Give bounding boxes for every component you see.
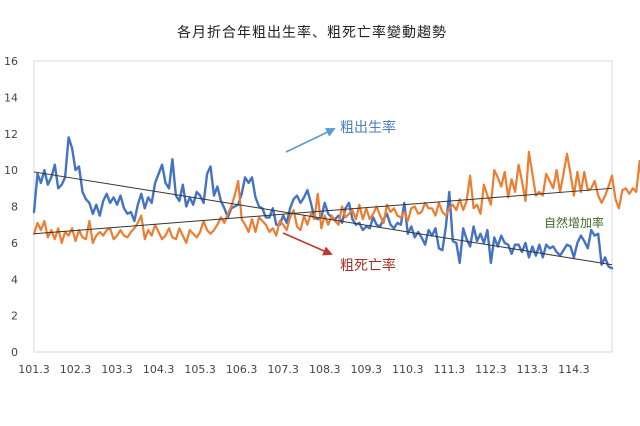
y-tick-label: 4 [11, 273, 18, 286]
x-tick-label: 101.3 [18, 363, 50, 376]
y-tick-label: 14 [4, 91, 18, 104]
x-tick-label: 106.3 [226, 363, 258, 376]
x-tick-label: 112.3 [475, 363, 507, 376]
x-tick-label: 113.3 [517, 363, 549, 376]
x-tick-label: 111.3 [434, 363, 466, 376]
y-tick-label: 6 [11, 237, 18, 250]
x-tick-label: 104.3 [143, 363, 175, 376]
trendline-layer [33, 171, 613, 266]
birth-rate-arrow [285, 127, 336, 153]
y-axis: 0 2 4 6 8 10 12 14 16 [4, 55, 18, 359]
natural-increase-annotation: 自然增加率 [544, 215, 604, 230]
x-tick-label: 108.3 [309, 363, 341, 376]
trendline-birth-rate [33, 171, 613, 266]
death-rate-annotation: 粗死亡率 [340, 257, 396, 274]
y-tick-label: 16 [4, 55, 18, 68]
birth-rate-annotation: 粗出生率 [340, 119, 396, 136]
x-tick-label: 102.3 [60, 363, 92, 376]
chart-title: 各月折合年粗出生率、粗死亡率變動趨勢 [177, 24, 447, 41]
y-tick-label: 8 [11, 201, 18, 214]
y-tick-label: 0 [11, 346, 18, 359]
death-rate-arrow [282, 232, 333, 256]
series-line-birth-rate [32, 136, 614, 270]
x-tick-label: 110.3 [392, 363, 424, 376]
y-tick-label: 2 [11, 310, 18, 323]
y-tick-label: 12 [4, 128, 18, 141]
x-axis: 101.3 102.3 103.3 104.3 105.3 106.3 107.3 108.3… [18, 363, 589, 376]
y-tick-label: 10 [4, 164, 18, 177]
x-tick-label: 107.3 [267, 363, 299, 376]
x-tick-label: 105.3 [184, 363, 216, 376]
series-layer [32, 136, 640, 270]
series-line-death-rate [32, 150, 640, 244]
trendline-death-rate [33, 187, 613, 235]
x-tick-label: 109.3 [351, 363, 383, 376]
x-tick-label: 103.3 [101, 363, 133, 376]
x-tick-label: 114.3 [558, 363, 590, 376]
